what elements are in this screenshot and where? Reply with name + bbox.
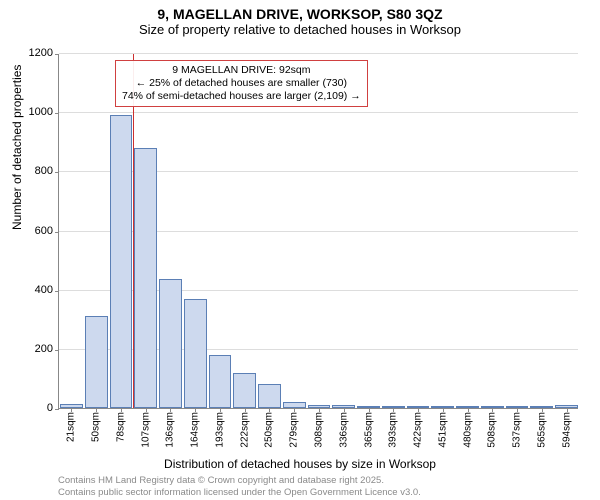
xtick-label: 393sqm: [388, 412, 399, 448]
plot-area: 02004006008001000120021sqm50sqm78sqm107s…: [58, 54, 578, 409]
ytick-label: 1200: [29, 47, 53, 59]
ytick-mark: [55, 350, 59, 351]
xtick-label: 336sqm: [338, 412, 349, 448]
ytick-mark: [55, 409, 59, 410]
attribution-line-2: Contains public sector information licen…: [58, 487, 421, 499]
ytick-label: 400: [35, 284, 53, 296]
y-axis-label: Number of detached properties: [10, 65, 24, 230]
gridline: [59, 112, 578, 113]
ytick-mark: [55, 113, 59, 114]
ytick-mark: [55, 172, 59, 173]
xtick-label: 537sqm: [512, 412, 523, 448]
xtick-label: 308sqm: [314, 412, 325, 448]
ytick-label: 0: [47, 402, 53, 414]
histogram-bar: [85, 316, 108, 408]
xtick-label: 508sqm: [487, 412, 498, 448]
xtick-label: 107sqm: [140, 412, 151, 448]
ytick-label: 800: [35, 165, 53, 177]
histogram-bar: [209, 355, 232, 408]
xtick-label: 565sqm: [536, 412, 547, 448]
gridline: [59, 53, 578, 54]
xtick-label: 279sqm: [289, 412, 300, 448]
ytick-mark: [55, 54, 59, 55]
annotation-line-3: 74% of semi-detached houses are larger (…: [122, 90, 361, 103]
histogram-bar: [110, 115, 133, 408]
histogram-bar: [184, 299, 207, 408]
xtick-label: 164sqm: [190, 412, 201, 448]
histogram-bar: [258, 384, 281, 408]
histogram-bar: [134, 148, 157, 408]
xtick-label: 50sqm: [91, 412, 102, 442]
attribution-text: Contains HM Land Registry data © Crown c…: [58, 475, 421, 500]
x-axis-label: Distribution of detached houses by size …: [0, 457, 600, 471]
ytick-label: 200: [35, 343, 53, 355]
xtick-label: 222sqm: [239, 412, 250, 448]
ytick-label: 600: [35, 225, 53, 237]
xtick-label: 193sqm: [214, 412, 225, 448]
annotation-line-2: ← 25% of detached houses are smaller (73…: [122, 77, 361, 90]
chart-title: 9, MAGELLAN DRIVE, WORKSOP, S80 3QZ: [0, 0, 600, 22]
annotation-line-1: 9 MAGELLAN DRIVE: 92sqm: [122, 64, 361, 77]
histogram-chart: 9, MAGELLAN DRIVE, WORKSOP, S80 3QZ Size…: [0, 0, 600, 500]
ytick-mark: [55, 291, 59, 292]
xtick-label: 594sqm: [561, 412, 572, 448]
xtick-label: 480sqm: [462, 412, 473, 448]
xtick-label: 451sqm: [437, 412, 448, 448]
ytick-label: 1000: [29, 106, 53, 118]
histogram-bar: [233, 373, 256, 409]
chart-subtitle: Size of property relative to detached ho…: [0, 22, 600, 41]
xtick-label: 78sqm: [115, 412, 126, 442]
xtick-label: 422sqm: [413, 412, 424, 448]
xtick-label: 250sqm: [264, 412, 275, 448]
attribution-line-1: Contains HM Land Registry data © Crown c…: [58, 475, 421, 487]
ytick-mark: [55, 232, 59, 233]
annotation-box: 9 MAGELLAN DRIVE: 92sqm ← 25% of detache…: [115, 60, 368, 107]
xtick-label: 21sqm: [66, 412, 77, 442]
xtick-label: 365sqm: [363, 412, 374, 448]
xtick-label: 136sqm: [165, 412, 176, 448]
histogram-bar: [159, 279, 182, 408]
